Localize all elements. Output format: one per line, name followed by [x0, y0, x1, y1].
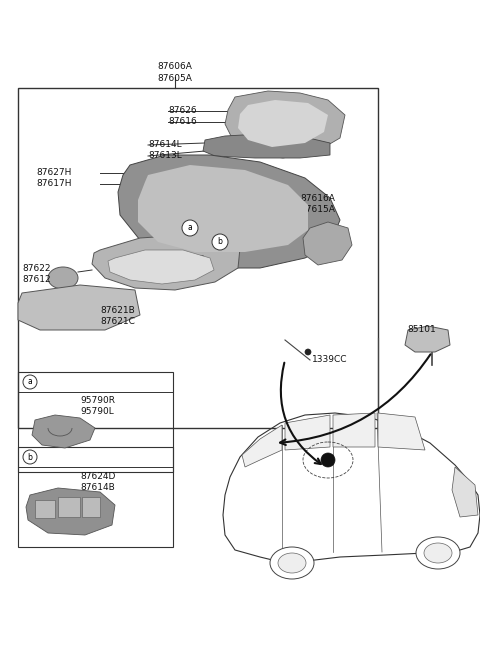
Ellipse shape	[212, 234, 228, 250]
Text: 1339CC: 1339CC	[312, 355, 348, 364]
Polygon shape	[92, 235, 240, 290]
Text: 87615B: 87615B	[170, 266, 205, 275]
Text: 87624D: 87624D	[80, 472, 115, 481]
Polygon shape	[225, 91, 345, 158]
Ellipse shape	[182, 220, 198, 236]
Polygon shape	[203, 134, 330, 158]
Text: 87613L: 87613L	[148, 151, 182, 160]
Bar	[58, 497, 80, 517]
Ellipse shape	[48, 267, 78, 289]
Text: 85101: 85101	[407, 325, 436, 334]
Bar	[35, 500, 55, 518]
Ellipse shape	[305, 349, 311, 355]
Ellipse shape	[23, 375, 37, 389]
Polygon shape	[452, 467, 478, 517]
Text: 87605A: 87605A	[157, 74, 192, 83]
Text: 87614L: 87614L	[148, 140, 181, 149]
Polygon shape	[405, 326, 450, 352]
Text: 87626: 87626	[168, 106, 197, 115]
Polygon shape	[242, 425, 282, 467]
Text: a: a	[188, 223, 192, 233]
Text: 87616A: 87616A	[300, 194, 335, 203]
Polygon shape	[303, 222, 352, 265]
Text: 87621C: 87621C	[100, 317, 135, 326]
Text: 87616: 87616	[168, 117, 197, 126]
Bar	[18, 372, 173, 472]
Text: 87612: 87612	[22, 275, 50, 284]
Ellipse shape	[23, 450, 37, 464]
Ellipse shape	[424, 543, 452, 563]
Text: b: b	[217, 237, 222, 246]
Ellipse shape	[416, 537, 460, 569]
Polygon shape	[18, 285, 140, 330]
Ellipse shape	[321, 453, 335, 467]
Text: 87606A: 87606A	[157, 62, 192, 71]
Polygon shape	[108, 250, 214, 284]
Bar	[18, 447, 173, 547]
Text: b: b	[27, 453, 33, 461]
Text: 87622: 87622	[22, 264, 50, 273]
Bar	[82, 497, 100, 517]
Polygon shape	[285, 415, 330, 450]
Ellipse shape	[278, 553, 306, 573]
Polygon shape	[118, 155, 340, 268]
Text: 87615A: 87615A	[300, 205, 335, 214]
Ellipse shape	[270, 547, 314, 579]
Polygon shape	[238, 100, 328, 147]
Polygon shape	[138, 165, 308, 252]
Text: 87614B: 87614B	[80, 483, 115, 492]
Text: 87627H: 87627H	[36, 168, 72, 177]
Polygon shape	[378, 413, 425, 450]
Text: 87617H: 87617H	[36, 179, 72, 188]
Polygon shape	[32, 415, 95, 448]
Bar	[18, 88, 378, 428]
Text: 87625B: 87625B	[170, 255, 205, 264]
Text: 95790R: 95790R	[80, 396, 115, 405]
Text: a: a	[28, 378, 32, 386]
Text: 95790L: 95790L	[80, 407, 114, 416]
Polygon shape	[26, 488, 115, 535]
Polygon shape	[333, 413, 375, 447]
Text: 87621B: 87621B	[100, 306, 135, 315]
